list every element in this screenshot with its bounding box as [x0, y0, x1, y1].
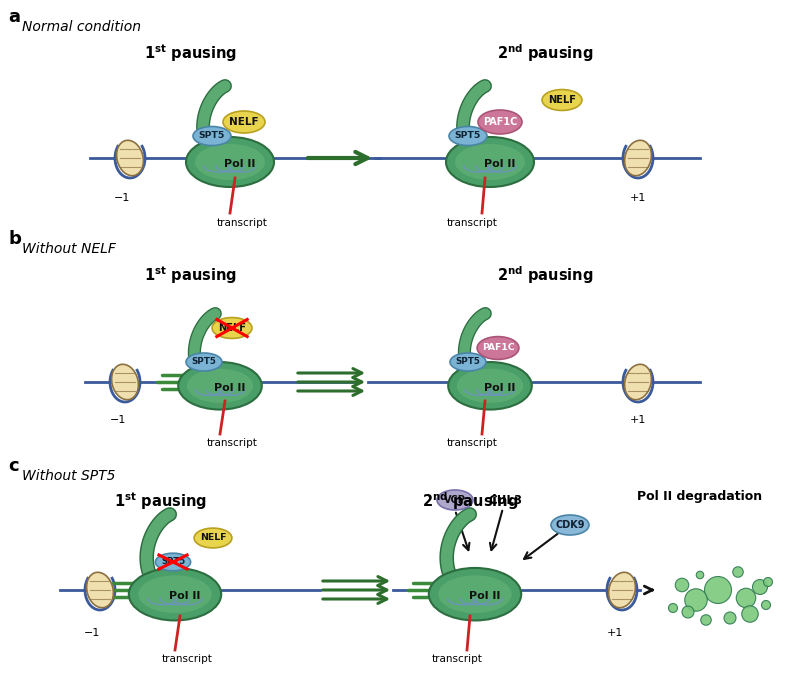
Ellipse shape: [112, 364, 138, 400]
Ellipse shape: [438, 575, 512, 613]
Ellipse shape: [138, 575, 212, 613]
Text: c: c: [8, 457, 18, 475]
Text: a: a: [8, 8, 20, 26]
Ellipse shape: [186, 137, 274, 187]
Text: Pol II degradation: Pol II degradation: [638, 490, 762, 503]
Ellipse shape: [457, 369, 523, 403]
Ellipse shape: [129, 568, 221, 620]
Text: Pol II: Pol II: [214, 383, 246, 393]
Ellipse shape: [437, 490, 473, 510]
Text: $\mathbf{1^{st}}$ pausing: $\mathbf{1^{st}}$ pausing: [143, 42, 237, 64]
Text: b: b: [8, 230, 21, 248]
Text: Pol II: Pol II: [470, 591, 501, 601]
Circle shape: [762, 600, 770, 609]
Text: PAF1C: PAF1C: [482, 344, 514, 352]
Text: Without NELF: Without NELF: [22, 242, 116, 256]
Circle shape: [675, 578, 689, 592]
Ellipse shape: [450, 353, 486, 371]
Text: NELF: NELF: [200, 534, 226, 543]
Circle shape: [705, 576, 731, 603]
Ellipse shape: [448, 362, 532, 409]
Ellipse shape: [455, 144, 525, 180]
Text: +1: +1: [630, 193, 646, 203]
Ellipse shape: [86, 572, 114, 608]
Text: $\mathbf{2^{nd}}$ pausing: $\mathbf{2^{nd}}$ pausing: [497, 42, 594, 64]
Text: Pol II: Pol II: [484, 159, 516, 169]
Ellipse shape: [212, 317, 252, 339]
Text: +1: +1: [630, 415, 646, 425]
Ellipse shape: [477, 337, 519, 359]
Circle shape: [669, 603, 678, 613]
Text: $\mathbf{2^{nd}}$ pausing: $\mathbf{2^{nd}}$ pausing: [422, 490, 518, 512]
Circle shape: [753, 580, 767, 594]
Ellipse shape: [625, 364, 651, 400]
Text: −1: −1: [110, 415, 126, 425]
Ellipse shape: [449, 126, 487, 146]
Text: transcript: transcript: [446, 438, 498, 448]
Ellipse shape: [446, 137, 534, 187]
Circle shape: [724, 612, 736, 624]
Text: CDK9: CDK9: [555, 520, 585, 530]
Ellipse shape: [155, 553, 190, 571]
Ellipse shape: [478, 110, 522, 134]
Text: PAF1C: PAF1C: [483, 117, 517, 127]
Text: SPT5: SPT5: [199, 131, 225, 141]
Ellipse shape: [195, 144, 265, 180]
Circle shape: [742, 606, 758, 622]
Circle shape: [682, 606, 694, 618]
Text: VCP: VCP: [444, 495, 466, 505]
Ellipse shape: [551, 515, 589, 535]
Circle shape: [685, 589, 707, 611]
Ellipse shape: [193, 126, 231, 146]
Text: Normal condition: Normal condition: [22, 20, 141, 34]
Ellipse shape: [186, 369, 254, 403]
Text: Pol II: Pol II: [224, 159, 256, 169]
Text: transcript: transcript: [162, 654, 213, 664]
Circle shape: [733, 567, 743, 577]
Circle shape: [701, 615, 711, 625]
Ellipse shape: [542, 89, 582, 111]
Text: transcript: transcript: [431, 654, 482, 664]
Text: Pol II: Pol II: [170, 591, 201, 601]
Text: CUL3: CUL3: [488, 493, 522, 506]
Text: transcript: transcript: [446, 218, 498, 228]
Text: −1: −1: [84, 628, 100, 638]
Text: SPT5: SPT5: [161, 557, 185, 567]
Text: NELF: NELF: [548, 95, 576, 105]
Text: SPT5: SPT5: [455, 357, 481, 366]
Ellipse shape: [223, 111, 265, 133]
Ellipse shape: [194, 528, 232, 548]
Text: NELF: NELF: [218, 323, 246, 333]
Ellipse shape: [186, 353, 222, 371]
Text: −1: −1: [114, 193, 130, 203]
Text: $\mathbf{1^{st}}$ pausing: $\mathbf{1^{st}}$ pausing: [114, 490, 206, 512]
Text: $\mathbf{1^{st}}$ pausing: $\mathbf{1^{st}}$ pausing: [143, 264, 237, 286]
Circle shape: [763, 578, 773, 587]
Text: +1: +1: [607, 628, 623, 638]
Circle shape: [736, 588, 756, 608]
Ellipse shape: [429, 568, 522, 620]
Text: $\mathbf{2^{nd}}$ pausing: $\mathbf{2^{nd}}$ pausing: [497, 264, 594, 286]
Ellipse shape: [609, 572, 635, 608]
Circle shape: [696, 572, 704, 578]
Text: NELF: NELF: [229, 117, 259, 127]
Text: transcript: transcript: [217, 218, 267, 228]
Text: transcript: transcript: [206, 438, 258, 448]
Text: SPT5: SPT5: [191, 357, 217, 366]
Ellipse shape: [117, 140, 143, 176]
Text: Pol II: Pol II: [484, 383, 516, 393]
Text: Without SPT5: Without SPT5: [22, 469, 115, 483]
Ellipse shape: [625, 140, 651, 176]
Ellipse shape: [178, 362, 262, 409]
Text: SPT5: SPT5: [455, 131, 481, 141]
